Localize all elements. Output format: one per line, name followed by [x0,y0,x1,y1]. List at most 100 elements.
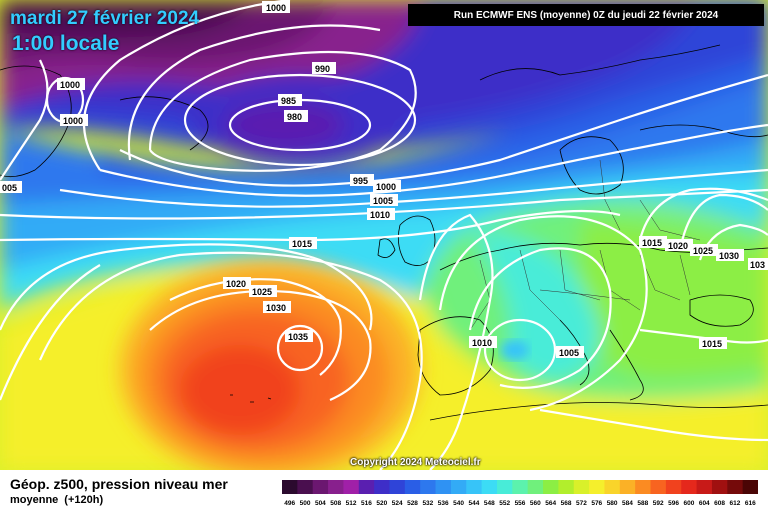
scale-tick-label: 560 [530,500,541,507]
scale-tick-label: 544 [469,500,480,507]
scale-tick-label: 572 [576,500,587,507]
scale-tick-label: 580 [607,500,618,507]
svg-text:1000: 1000 [63,116,83,126]
svg-text:1030: 1030 [719,251,739,261]
scale-swatch [435,480,452,494]
scale-swatch [282,480,298,494]
isobar-label: 1030 [716,249,744,261]
scale-tick-label: 596 [668,500,679,507]
isobar-label: 1000 [262,1,290,13]
isobar-label: 1010 [367,208,395,220]
isobars [0,0,768,470]
svg-text:1005: 1005 [559,348,579,358]
scale-tick-label: 600 [683,500,694,507]
isobar-label: 1020 [665,239,693,251]
legend-mode: moyenne [10,494,59,506]
scale-tick-label: 552 [499,500,510,507]
scale-tick-label: 532 [422,500,433,507]
model-run-info: Run ECMWF ENS (moyenne) 0Z du jeudi 22 f… [408,4,764,26]
scale-swatch [558,480,575,494]
scale-tick-label: 588 [637,500,648,507]
isobar-label: 1000 [57,78,85,90]
color-scale: 496 500 504 508 512 516 520 524 528 532 536 540 544 5… [282,480,758,507]
svg-text:103: 103 [750,260,765,270]
scale-swatch [527,480,544,494]
scale-tick-label: 592 [653,500,664,507]
scale-tick-label: 548 [484,500,495,507]
isobar-label: 1020 [223,277,251,289]
scale-swatch [328,480,344,494]
isobar-label: 995 [350,174,374,186]
scale-swatch [589,480,605,494]
scale-swatch [543,480,559,494]
scale-tick-label: 524 [392,500,403,507]
isobar-label: 980 [284,110,308,122]
isobar-label: 1005 [556,346,584,358]
isobar-label: 1005 [370,194,398,206]
weather-map: 1000 990 985 980 1000 1000 005 995 1000 … [0,0,768,470]
legend-forecast-hours: (+120h) [64,494,104,506]
scale-swatch [696,480,713,494]
copyright: Copyright 2024 Meteociel.fr [350,457,481,468]
scale-tick-label: 540 [453,500,464,507]
scale-swatch [420,480,437,494]
scale-tick-label: 536 [438,500,449,507]
svg-text:980: 980 [287,112,302,122]
isobar-label: 1030 [263,301,291,313]
svg-text:1015: 1015 [642,238,662,248]
scale-swatch [665,480,682,494]
scale-swatch [358,480,375,494]
svg-text:1000: 1000 [60,80,80,90]
svg-text:1035: 1035 [288,332,308,342]
scale-tick-label: 568 [561,500,572,507]
scale-tick-label: 512 [346,500,357,507]
scale-tick-label: 612 [730,500,741,507]
isobar-labels: 1000 990 985 980 1000 1000 005 995 1000 … [0,1,768,358]
svg-text:995: 995 [353,176,368,186]
scale-swatch [466,480,483,494]
scale-swatch [727,480,744,494]
scale-swatch [496,480,513,494]
scale-swatch [450,480,467,494]
geopotential-field [0,0,768,470]
svg-text:1015: 1015 [702,339,722,349]
scale-swatch [619,480,636,494]
scale-swatch [481,480,498,494]
svg-text:1010: 1010 [472,338,492,348]
isobar-label: 1015 [289,237,317,249]
svg-text:1000: 1000 [266,3,286,13]
scale-tick-label: 616 [745,500,756,507]
isobar-label: 1025 [690,244,718,256]
scale-tick-label: 500 [300,500,311,507]
isobar-label: 1000 [60,114,88,126]
svg-text:985: 985 [281,96,296,106]
scale-swatch [404,480,421,494]
scale-swatch [389,480,406,494]
scale-swatch [711,480,728,494]
forecast-date: mardi 27 février 2024 [10,8,200,29]
svg-text:1005: 1005 [373,196,393,206]
svg-text:1025: 1025 [693,246,713,256]
scale-swatch [312,480,329,494]
scale-tick-label: 528 [407,500,418,507]
scale-swatch [343,480,360,494]
scale-swatch [297,480,314,494]
scale-tick-label: 508 [330,500,341,507]
scale-swatch [374,480,390,494]
svg-text:1025: 1025 [252,287,272,297]
svg-text:005: 005 [2,183,17,193]
isobar-label: 1010 [469,336,497,348]
scale-swatch [512,480,529,494]
scale-swatch [681,480,698,494]
scale-swatch [604,480,621,494]
isobar-label: 1015 [699,337,727,349]
scale-swatch [650,480,667,494]
svg-text:1015: 1015 [292,239,312,249]
isobar-label: 103 [748,258,768,270]
isobar-label: 005 [0,181,22,193]
scale-tick-label: 504 [315,500,326,507]
legend-subtitle: moyenne (+120h) [10,494,103,506]
scale-swatch [573,480,590,494]
svg-text:1020: 1020 [668,241,688,251]
scale-tick-label: 576 [591,500,602,507]
